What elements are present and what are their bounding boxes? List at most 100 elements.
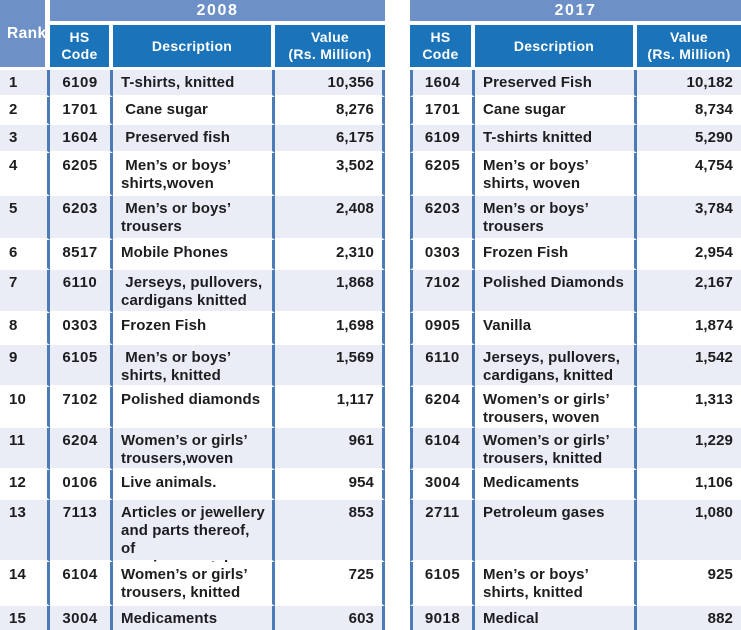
value-cell: 3,784 <box>637 196 741 240</box>
hs-code-cell: 6204 <box>50 428 113 470</box>
description-cell: Jerseys, pullovers, cardigans knitted <box>113 270 275 313</box>
description-cell: Women’s or girls’ trousers,woven <box>113 428 275 470</box>
description-cell: Live animals. <box>113 470 275 500</box>
description-cell: Cane sugar <box>475 97 637 125</box>
description-cell: Men’s or boys’ trousers <box>475 196 637 240</box>
rank-cell: 11 <box>0 428 50 470</box>
value-cell: 1,106 <box>637 470 741 500</box>
hs-code-cell: 7102 <box>50 387 113 428</box>
rank-cell: 7 <box>0 270 50 313</box>
hs-code-cell: 6104 <box>50 562 113 606</box>
description-cell: Men’s or boys’ trousers <box>113 196 275 240</box>
value-cell: 6,175 <box>275 125 385 153</box>
hs-code-column-header-2017: HS Code <box>410 25 475 70</box>
hs-code-cell: 0106 <box>50 470 113 500</box>
value-cell: 10,356 <box>275 70 385 97</box>
value-cell: 853 <box>275 500 385 562</box>
description-column-header-2008: Description <box>113 25 275 70</box>
hs-code-cell: 6110 <box>410 345 475 387</box>
rank-cell: 9 <box>0 345 50 387</box>
hs-code-cell: 1604 <box>50 125 113 153</box>
description-cell: Women’s or girls’ trousers, knitted <box>113 562 275 606</box>
hs-code-cell: 6105 <box>50 345 113 387</box>
hs-code-cell: 6203 <box>410 196 475 240</box>
value-cell: 603 <box>275 606 385 630</box>
value-cell: 1,698 <box>275 313 385 345</box>
hs-code-cell: 6205 <box>410 153 475 196</box>
rank-cell: 12 <box>0 470 50 500</box>
rank-cell: 1 <box>0 70 50 97</box>
hs-code-cell: 3004 <box>410 470 475 500</box>
rank-cell: 3 <box>0 125 50 153</box>
description-cell: Mobile Phones <box>113 240 275 270</box>
hs-code-cell: 3004 <box>50 606 113 630</box>
rank-column-header: Rank <box>0 0 50 70</box>
hs-code-cell: 0303 <box>50 313 113 345</box>
description-cell: T-shirts, knitted <box>113 70 275 97</box>
rank-cell: 8 <box>0 313 50 345</box>
rank-cell: 6 <box>0 240 50 270</box>
rank-cell: 2 <box>0 97 50 125</box>
description-cell: Preserved fish <box>113 125 275 153</box>
value-column-header-2008: Value (Rs. Million) <box>275 25 385 70</box>
hs-code-cell: 2711 <box>410 500 475 562</box>
year-header-2008: 2008 <box>50 0 385 25</box>
description-cell: Women’s or girls’ trousers, woven <box>475 387 637 428</box>
hs-code-cell: 6205 <box>50 153 113 196</box>
hs-code-cell: 6110 <box>50 270 113 313</box>
description-cell: T-shirts knitted <box>475 125 637 153</box>
value-cell: 8,734 <box>637 97 741 125</box>
value-cell: 1,117 <box>275 387 385 428</box>
hs-code-cell: 6104 <box>410 428 475 470</box>
value-cell: 961 <box>275 428 385 470</box>
description-cell: Medical Instruments <box>475 606 637 630</box>
hs-code-cell: 6203 <box>50 196 113 240</box>
hs-code-cell: 9018 <box>410 606 475 630</box>
hs-code-column-header-2008: HS Code <box>50 25 113 70</box>
description-cell: Cane sugar <box>113 97 275 125</box>
description-cell: Men’s or boys’ shirts,woven <box>113 153 275 196</box>
rank-cell: 5 <box>0 196 50 240</box>
description-cell: Medicaments <box>475 470 637 500</box>
value-cell: 954 <box>275 470 385 500</box>
value-cell: 1,080 <box>637 500 741 562</box>
rank-cell: 10 <box>0 387 50 428</box>
value-cell: 1,229 <box>637 428 741 470</box>
hs-code-cell: 7113 <box>50 500 113 562</box>
value-cell: 8,276 <box>275 97 385 125</box>
hs-code-cell: 0905 <box>410 313 475 345</box>
rank-cell: 15 <box>0 606 50 630</box>
value-cell: 2,408 <box>275 196 385 240</box>
description-cell: Medicaments <box>113 606 275 630</box>
value-cell: 1,542 <box>637 345 741 387</box>
description-cell: Petroleum gases <box>475 500 637 562</box>
description-cell: Men’s or boys’ shirts, knitted <box>113 345 275 387</box>
value-cell: 725 <box>275 562 385 606</box>
description-cell: Women’s or girls’ trousers, knitted <box>475 428 637 470</box>
hs-code-cell: 0303 <box>410 240 475 270</box>
hs-code-cell: 1604 <box>410 70 475 97</box>
value-cell: 1,313 <box>637 387 741 428</box>
value-cell: 2,954 <box>637 240 741 270</box>
year-header-2017: 2017 <box>410 0 741 25</box>
table-gutter <box>385 0 410 630</box>
description-cell: Polished diamonds <box>113 387 275 428</box>
description-cell: Polished Diamonds <box>475 270 637 313</box>
value-cell: 1,868 <box>275 270 385 313</box>
value-cell: 10,182 <box>637 70 741 97</box>
description-cell: Vanilla <box>475 313 637 345</box>
description-cell: Frozen Fish <box>113 313 275 345</box>
value-cell: 925 <box>637 562 741 606</box>
hs-code-cell: 6109 <box>410 125 475 153</box>
hs-code-cell: 1701 <box>50 97 113 125</box>
value-cell: 3,502 <box>275 153 385 196</box>
hs-code-cell: 1701 <box>410 97 475 125</box>
value-cell: 2,310 <box>275 240 385 270</box>
description-cell: Jerseys, pullovers, cardigans, knitted <box>475 345 637 387</box>
description-cell: Articles or jewellery and parts thereof,… <box>113 500 275 575</box>
hs-code-cell: 6109 <box>50 70 113 97</box>
rank-cell: 4 <box>0 153 50 196</box>
value-cell: 5,290 <box>637 125 741 153</box>
value-cell: 2,167 <box>637 270 741 313</box>
